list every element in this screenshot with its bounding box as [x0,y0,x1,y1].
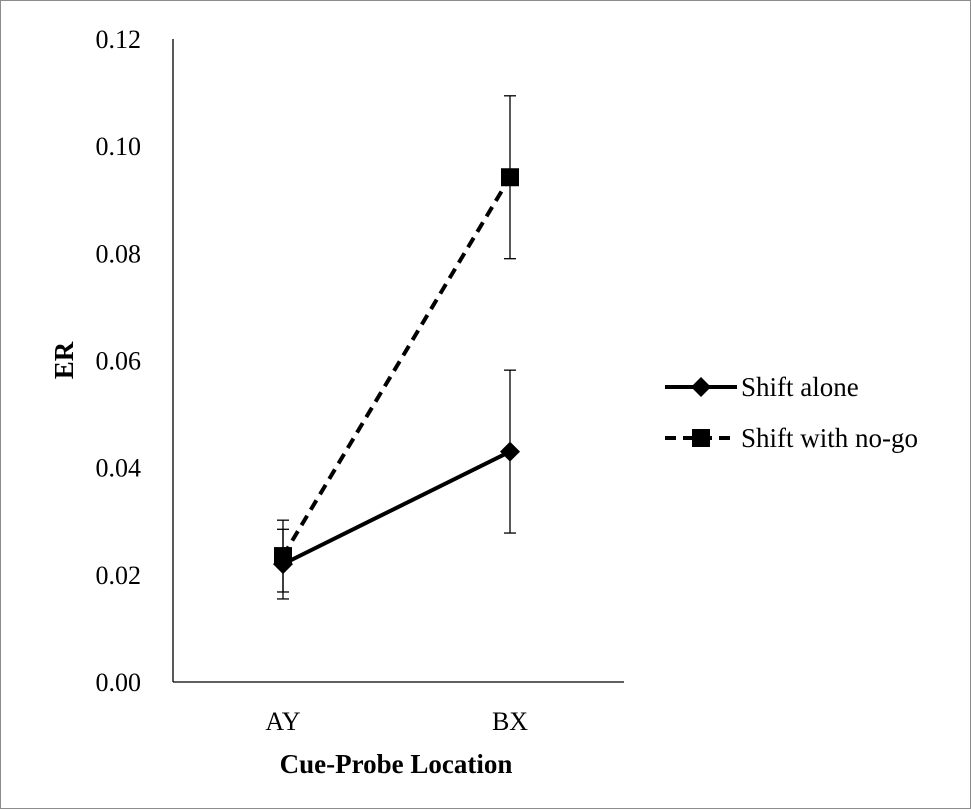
y-tick-label: 0.02 [96,561,142,590]
y-tick-label: 0.04 [96,454,142,483]
legend-label: Shift alone [741,372,859,402]
series-line [282,449,511,566]
data-point [501,168,519,187]
y-axis-title: ER [49,341,79,379]
legend: Shift alone Shift with no-go [665,372,918,453]
x-tick-label: AY [265,707,300,736]
legend-marker [692,429,710,447]
legend-label: Shift with no-go [741,423,918,453]
axes [172,39,624,683]
series-line [281,176,512,558]
y-tick-label: 0.06 [96,347,142,376]
x-tick-labels: AY BX [265,707,528,736]
x-axis-title: Cue-Probe Location [280,749,513,779]
y-tick-labels: 0.00 0.02 0.04 0.06 0.08 0.10 0.12 [96,25,142,697]
legend-marker [691,377,711,397]
legend-item: Shift alone [665,372,859,402]
series-1 [273,369,520,600]
data-point [500,441,520,462]
legend-item: Shift with no-go [665,423,918,453]
y-tick-label: 0.08 [96,239,142,268]
data-point [274,547,292,566]
series-2 [274,95,519,593]
x-tick-label: BX [492,707,528,736]
y-tick-label: 0.10 [96,132,142,161]
y-tick-label: 0.12 [96,25,142,54]
y-tick-label: 0.00 [96,668,142,697]
plot-area [273,95,520,600]
